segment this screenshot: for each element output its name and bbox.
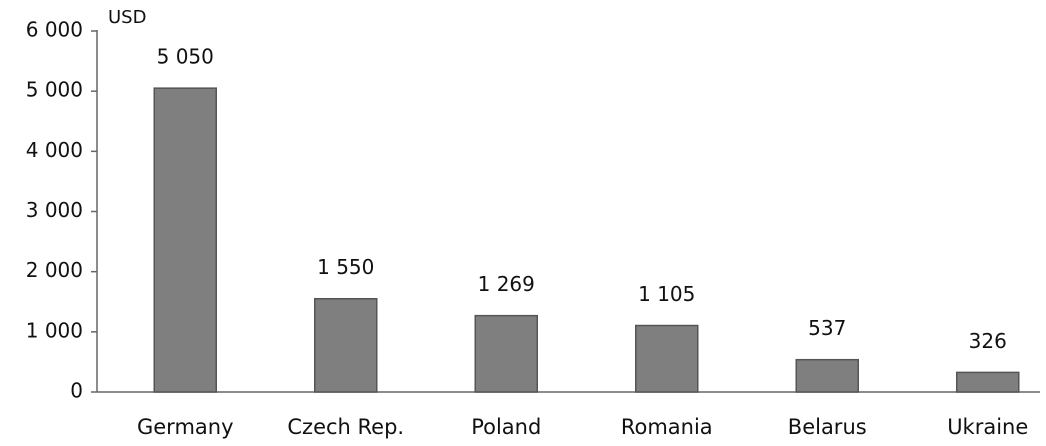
value-label: 1 105 xyxy=(638,282,695,306)
bar xyxy=(153,87,217,393)
bar xyxy=(956,371,1020,393)
y-tick-label: 5 000 xyxy=(26,78,83,102)
y-tick-label: 3 000 xyxy=(26,198,83,222)
x-tick-label: Romania xyxy=(621,415,713,439)
x-tick-label: Poland xyxy=(471,415,541,439)
bar xyxy=(314,297,378,393)
y-tick-label: 6 000 xyxy=(26,18,83,42)
y-tick-label: 0 xyxy=(70,379,83,403)
bar xyxy=(474,314,538,393)
bar xyxy=(795,358,859,393)
y-tick-label: 1 000 xyxy=(26,318,83,342)
value-label: 1 550 xyxy=(317,255,374,279)
value-label: 1 269 xyxy=(478,272,535,296)
x-tick-label: Ukraine xyxy=(947,415,1028,439)
bar xyxy=(635,324,699,393)
x-tick-label: Germany xyxy=(137,415,234,439)
x-tick-label: Czech Rep. xyxy=(287,415,404,439)
value-label: 326 xyxy=(969,329,1007,353)
x-tick-label: Belarus xyxy=(788,415,867,439)
y-axis-label: USD xyxy=(108,7,146,28)
y-tick-label: 2 000 xyxy=(26,258,83,282)
y-tick-label: 4 000 xyxy=(26,138,83,162)
value-label: 537 xyxy=(808,316,846,340)
value-label: 5 050 xyxy=(157,45,214,69)
